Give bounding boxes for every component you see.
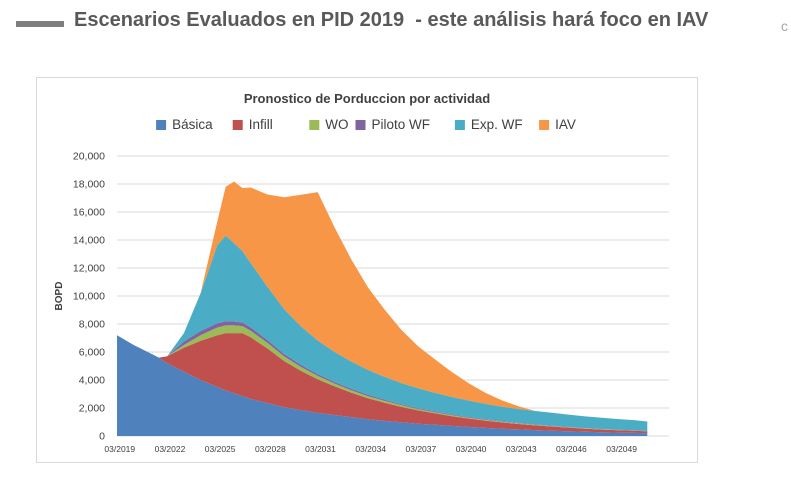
y-tick-label: 4,000 [79, 375, 105, 387]
area-b-sica [117, 335, 648, 436]
legend-label: Exp. WF [471, 117, 523, 132]
production-forecast-chart: 0 2,000 4,000 6,000 8,000 10,000 12,000 14,000 1… [54, 91, 669, 455]
legend-swatch [232, 120, 243, 130]
y-tick-label: 10,000 [73, 291, 105, 303]
legend: Básica Infill WO Piloto WF Exp. WF IAV [156, 117, 576, 132]
legend-label: Básica [172, 117, 213, 132]
slide-title: Escenarios Evaluados en PID 2019 - este … [74, 9, 709, 31]
area-infill [117, 333, 648, 434]
x-tick-label: 03/2049 [606, 444, 637, 454]
y-tick-label: 16,000 [73, 207, 105, 219]
legend-label: IAV [555, 117, 576, 132]
legend-swatch [156, 120, 167, 130]
y-axis-label: BOPD [54, 282, 65, 311]
x-tick-label: 03/2022 [155, 444, 186, 454]
x-tick-label: 03/2025 [205, 444, 236, 454]
partial-edge-glyph: c [781, 18, 788, 34]
area-iav [117, 181, 648, 422]
x-tick-label: 03/2040 [456, 444, 487, 454]
x-tick-label: 03/2043 [506, 444, 537, 454]
axes: 0 2,000 4,000 6,000 8,000 10,000 12,000 14,000 1… [73, 151, 637, 455]
legend-label: WO [325, 117, 348, 132]
stacked-areas [117, 181, 648, 436]
y-tick-label: 14,000 [73, 235, 105, 247]
area-exp-wf [117, 235, 648, 431]
legend-label: Piloto WF [372, 117, 431, 132]
legend-swatch [355, 120, 366, 130]
title-accent-bar [16, 21, 64, 27]
legend-label: Infill [249, 117, 273, 132]
y-tick-label: 0 [99, 431, 105, 443]
y-tick-label: 20,000 [73, 151, 105, 163]
x-tick-label: 03/2028 [255, 444, 286, 454]
y-tick-label: 12,000 [73, 263, 105, 275]
y-tick-label: 8,000 [79, 319, 105, 331]
y-tick-label: 18,000 [73, 179, 105, 191]
x-tick-label: 03/2019 [104, 444, 135, 454]
legend-swatch [454, 120, 465, 130]
x-tick-label: 03/2034 [355, 444, 386, 454]
chart-title: Pronostico de Porduccion por actividad [244, 91, 490, 106]
legend-swatch [539, 120, 550, 130]
x-tick-label: 03/2031 [305, 444, 336, 454]
chart-container: 0 2,000 4,000 6,000 8,000 10,000 12,000 14,000 1… [36, 77, 698, 463]
y-tick-label: 6,000 [79, 347, 105, 359]
legend-swatch [309, 120, 320, 130]
y-tick-label: 2,000 [79, 403, 105, 415]
x-tick-label: 03/2037 [406, 444, 437, 454]
x-tick-label: 03/2046 [556, 444, 587, 454]
